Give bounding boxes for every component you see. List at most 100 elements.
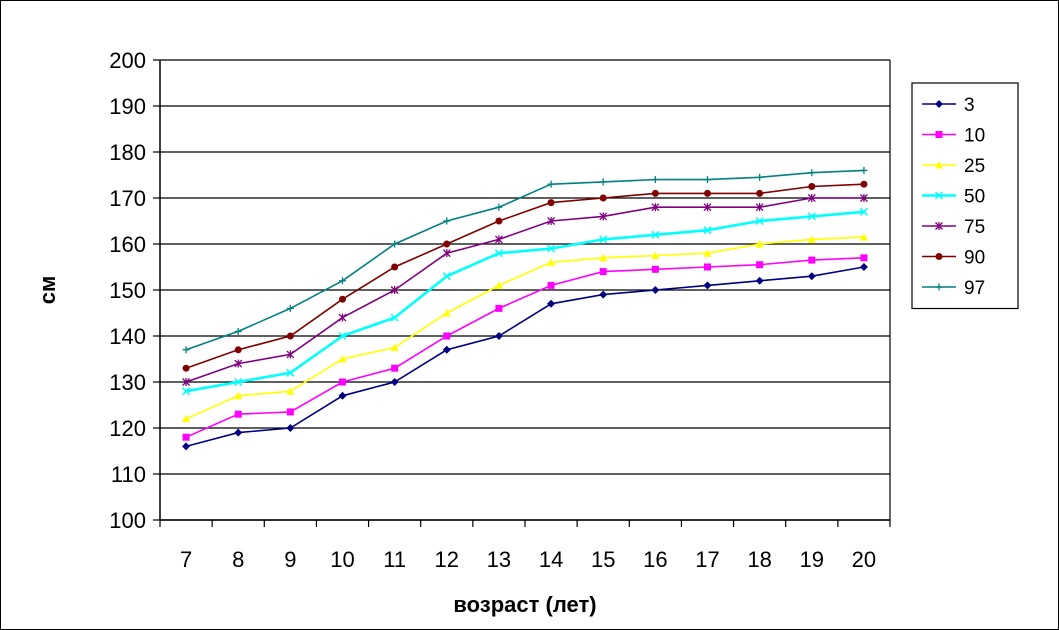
data-point-97-9: [286, 304, 294, 312]
series-3: [182, 263, 868, 451]
series-line-25: [185, 236, 864, 420]
legend-entry-10: 10: [922, 126, 985, 147]
data-point-90-18: [756, 189, 764, 197]
legend-label-75: 75: [964, 217, 985, 238]
data-point-97-8: [234, 327, 242, 335]
x-tick-label-17: 17: [695, 547, 719, 572]
x-tick-label-18: 18: [747, 547, 771, 572]
data-point-10-13: [495, 304, 503, 312]
data-point-10-18: [756, 261, 764, 269]
data-point-50-12: [442, 272, 451, 281]
data-point-3-14: [547, 299, 556, 308]
legend-marker-50: [934, 191, 944, 200]
data-point-3-7: [182, 442, 191, 451]
data-point-50-19: [807, 212, 816, 221]
legend-marker-10: [935, 131, 943, 138]
data-point-10-12: [443, 332, 451, 340]
data-point-90-8: [234, 346, 242, 354]
data-point-97-20: [860, 166, 868, 174]
gridlines: [160, 59, 890, 521]
legend-entry-50: 50: [922, 187, 985, 208]
y-tick-label-120: 120: [109, 416, 146, 441]
data-point-50-16: [651, 230, 660, 239]
data-point-50-17: [703, 226, 712, 235]
data-point-50-20: [859, 207, 868, 216]
legend-entry-97: 97: [922, 278, 985, 299]
data-point-50-15: [599, 235, 608, 244]
data-point-3-18: [755, 276, 764, 285]
data-point-50-13: [494, 249, 503, 258]
data-point-75-15: [599, 212, 608, 221]
series-line-75: [185, 197, 864, 383]
data-point-3-15: [599, 290, 608, 299]
x-tick-label-11: 11: [383, 547, 406, 572]
legend-label-10: 10: [964, 126, 985, 147]
x-tick-label-7: 7: [180, 547, 192, 572]
data-point-97-18: [756, 173, 764, 181]
data-point-97-10: [339, 277, 346, 285]
data-point-10-8: [234, 410, 242, 418]
data-point-97-15: [599, 178, 607, 186]
data-point-10-16: [651, 265, 659, 273]
data-point-75-10: [338, 313, 347, 322]
data-point-75-14: [547, 217, 556, 225]
data-point-75-12: [442, 249, 451, 258]
data-point-90-16: [651, 189, 659, 197]
data-point-25-20: [859, 233, 868, 241]
data-point-75-17: [703, 203, 712, 212]
data-point-25-11: [390, 343, 399, 351]
data-point-25-19: [807, 235, 816, 243]
data-point-50-7: [182, 387, 191, 396]
data-point-10-15: [599, 268, 607, 276]
data-point-75-9: [286, 350, 295, 359]
data-point-75-18: [755, 203, 764, 212]
series-line-90: [185, 183, 864, 369]
data-point-50-18: [755, 216, 764, 226]
x-tick-label-20: 20: [852, 547, 876, 572]
series-10: [182, 254, 868, 441]
y-tick-label-190: 190: [109, 94, 146, 119]
legend-label-3: 3: [964, 95, 975, 116]
data-point-90-9: [286, 332, 294, 340]
data-point-3-12: [442, 345, 451, 354]
data-point-25-13: [494, 281, 503, 289]
data-point-97-19: [808, 169, 816, 177]
data-point-25-14: [547, 258, 556, 266]
tick-labels: 100 110 120 130 140 150 160 170 180 190 200 7 8 9 10 11…: [109, 48, 876, 572]
series-line-3: [185, 266, 865, 448]
data-point-3-19: [807, 272, 816, 281]
data-point-90-13: [495, 217, 503, 225]
legend-marker-3: [935, 100, 943, 108]
data-point-3-9: [286, 424, 295, 432]
y-tick-label-100: 100: [109, 508, 146, 533]
x-tick-label-10: 10: [330, 547, 354, 572]
data-point-10-19: [808, 256, 816, 264]
data-point-75-16: [651, 203, 660, 212]
legend-marker-97: [935, 283, 943, 291]
x-tick-label-19: 19: [800, 547, 824, 572]
series-line-97: [185, 169, 864, 351]
data-point-10-7: [182, 433, 190, 441]
data-point-10-9: [286, 408, 294, 416]
series-90: [182, 180, 868, 372]
data-point-3-11: [390, 378, 399, 386]
legend-entry-3: 3: [922, 95, 975, 116]
data-point-97-16: [651, 176, 659, 184]
legend-label-25: 25: [964, 156, 985, 177]
data-point-10-11: [391, 364, 399, 372]
legend-label-50: 50: [964, 187, 985, 208]
data-point-90-19: [808, 183, 816, 190]
y-tick-label-140: 140: [109, 324, 146, 349]
data-point-97-12: [443, 217, 451, 225]
y-tick-label-170: 170: [109, 186, 146, 211]
y-tick-label-180: 180: [109, 140, 146, 165]
x-tick-label-8: 8: [232, 547, 244, 572]
series-50: [182, 207, 868, 396]
y-tick-label-130: 130: [109, 370, 146, 395]
x-tick-label-13: 13: [487, 547, 511, 572]
data-point-10-20: [860, 254, 868, 262]
legend-label-90: 90: [964, 248, 985, 269]
data-point-97-13: [495, 203, 503, 211]
data-point-90-10: [339, 295, 346, 303]
